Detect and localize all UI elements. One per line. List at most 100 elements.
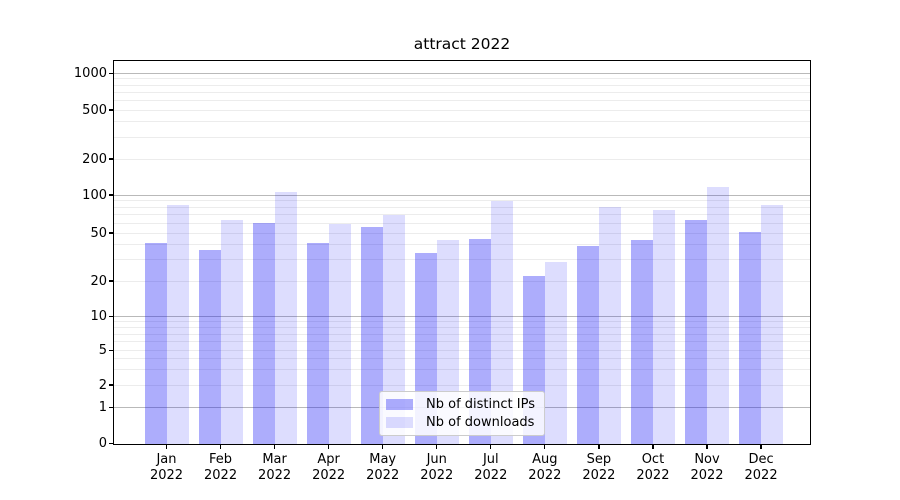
y-tick-label-200: 200: [82, 151, 107, 167]
gridline-2: [114, 384, 810, 386]
y-tick-mark-20: [109, 280, 114, 282]
legend-item-distinct-ips: Nb of distinct IPs: [386, 397, 535, 412]
bar-oct-downloads: [653, 210, 675, 444]
gridline-60: [114, 222, 810, 224]
gridline-6: [114, 341, 810, 343]
bar-nov-downloads: [707, 186, 729, 444]
y-tick-mark-50: [109, 232, 114, 234]
y-tick-label-2: 2: [98, 377, 107, 393]
gridline-70: [114, 214, 810, 216]
bar-jul-downloads: [490, 201, 513, 444]
gridline-4: [114, 358, 810, 360]
legend-swatch-downloads: [386, 416, 414, 428]
y-tick-mark-5: [109, 349, 114, 352]
x-tick-mark-mar: [273, 444, 276, 449]
x-tick-label-feb: Feb 2022: [204, 452, 238, 483]
x-tick-mark-may: [382, 444, 384, 449]
gridline-90: [114, 200, 810, 202]
legend-item-downloads: Nb of downloads: [386, 415, 535, 430]
bar-mar-distinct-ips: [252, 223, 275, 444]
x-tick-mark-feb: [219, 444, 222, 449]
bar-may-downloads: [382, 215, 405, 444]
gridline-3: [114, 369, 810, 371]
gridline-400: [114, 121, 810, 123]
bar-mar-downloads: [274, 191, 297, 444]
bar-feb-downloads: [220, 219, 243, 444]
bar-sep-downloads: [598, 206, 621, 444]
gridline-7: [114, 333, 810, 335]
y-tick-mark-200: [109, 158, 114, 160]
x-tick-label-apr: Apr 2022: [312, 452, 346, 483]
bar-apr-distinct-ips: [306, 243, 329, 444]
gridline-40: [114, 244, 810, 246]
legend-label-downloads: Nb of downloads: [426, 414, 535, 430]
bar-sep-distinct-ips: [576, 246, 599, 444]
legend: Nb of distinct IPs Nb of downloads: [379, 390, 545, 436]
y-tick-label-0: 0: [98, 436, 107, 451]
y-tick-label-5: 5: [98, 343, 107, 358]
x-tick-mark-aug: [544, 444, 546, 449]
y-tick-label-500: 500: [82, 102, 107, 118]
y-tick-label-10: 10: [90, 309, 107, 325]
x-tick-label-jun: Jun 2022: [420, 452, 454, 483]
bar-jan-downloads: [166, 204, 189, 444]
bar-may-distinct-ips: [360, 226, 383, 444]
y-tick-mark-0: [109, 442, 114, 445]
x-tick-label-sep: Sep 2022: [582, 452, 616, 483]
x-tick-mark-sep: [598, 444, 600, 449]
gridline-100: [114, 194, 810, 196]
y-tick-label-100: 100: [82, 187, 107, 203]
x-tick-label-jan: Jan 2022: [149, 452, 184, 483]
y-tick-mark-1000: [109, 72, 114, 74]
x-tick-mark-dec: [760, 444, 762, 449]
bar-apr-downloads: [328, 223, 351, 444]
gridline-10: [114, 316, 810, 318]
x-tick-mark-jan: [165, 444, 168, 449]
x-tick-mark-jul: [490, 444, 492, 449]
x-tick-mark-nov: [706, 444, 708, 449]
gridline-500: [114, 109, 810, 111]
gridline-900: [114, 78, 810, 80]
plot-area: Nb of distinct IPs Nb of downloads: [112, 59, 812, 445]
gridline-50: [114, 232, 810, 234]
gridline-5: [114, 350, 810, 351]
bar-dec-downloads: [761, 204, 783, 444]
y-tick-label-50: 50: [90, 225, 107, 241]
x-tick-label-dec: Dec 2022: [744, 452, 778, 483]
x-tick-label-aug: Aug 2022: [528, 452, 562, 483]
gridline-80: [114, 206, 810, 208]
x-tick-label-mar: Mar 2022: [258, 452, 292, 483]
x-tick-mark-apr: [328, 444, 330, 449]
x-tick-mark-jun: [436, 444, 438, 449]
gridline-300: [114, 136, 810, 138]
gridline-600: [114, 99, 810, 101]
gridline-30: [114, 259, 810, 261]
y-tick-mark-500: [109, 109, 114, 111]
gridline-1000: [114, 72, 810, 74]
bar-dec-distinct-ips: [739, 231, 761, 444]
gridline-9: [114, 321, 810, 323]
bar-feb-distinct-ips: [198, 250, 221, 444]
gridline-200: [114, 158, 810, 160]
y-tick-mark-10: [109, 316, 114, 318]
chart-title: attract 2022: [413, 35, 511, 53]
y-tick-label-20: 20: [90, 273, 107, 289]
gridline-20: [114, 280, 810, 282]
x-tick-label-nov: Nov 2022: [690, 452, 724, 483]
x-tick-label-oct: Oct 2022: [636, 452, 670, 483]
gridline-700: [114, 91, 810, 93]
y-tick-mark-100: [109, 194, 114, 196]
bar-aug-downloads: [544, 261, 567, 444]
bar-jan-distinct-ips: [144, 243, 167, 444]
y-tick-label-1000: 1000: [73, 65, 107, 81]
legend-label-distinct-ips: Nb of distinct IPs: [426, 396, 535, 412]
x-tick-mark-oct: [652, 444, 654, 449]
x-tick-label-jul: Jul 2022: [474, 452, 508, 483]
legend-swatch-distinct-ips: [386, 398, 414, 410]
x-tick-label-may: May 2022: [366, 452, 400, 483]
gridline-8: [114, 327, 810, 329]
y-tick-label-1: 1: [98, 400, 107, 416]
gridline-800: [114, 84, 810, 86]
y-tick-mark-2: [109, 384, 114, 386]
